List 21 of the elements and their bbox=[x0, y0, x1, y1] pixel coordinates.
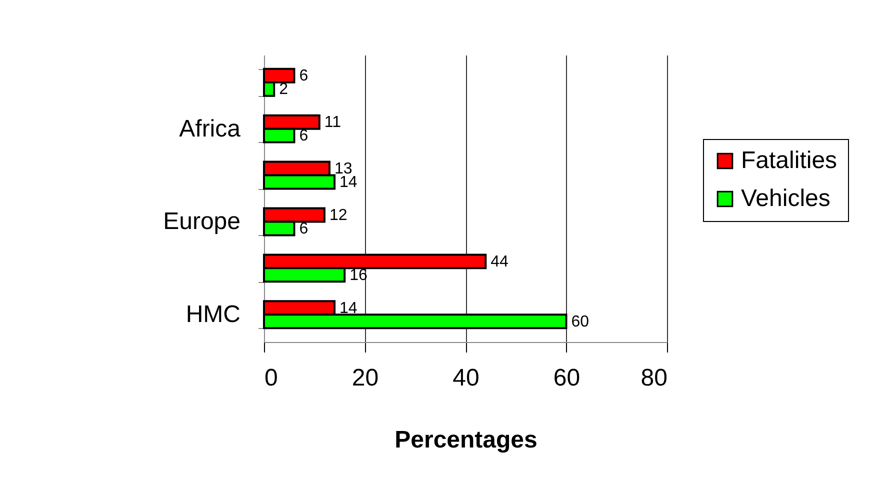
data-label: 60 bbox=[571, 313, 590, 330]
x-tick-label: 80 bbox=[640, 364, 668, 392]
data-label: 6 bbox=[299, 68, 308, 85]
data-label: 12 bbox=[329, 206, 348, 224]
y-tick-label: HMC bbox=[186, 301, 240, 328]
y-tick-label: Africa bbox=[179, 115, 242, 142]
data-label: 44 bbox=[490, 253, 509, 270]
data-label: 14 bbox=[340, 174, 358, 192]
legend-label: Vehicles bbox=[741, 185, 830, 212]
data-label: 14 bbox=[340, 300, 358, 317]
x-tick-label: 60 bbox=[553, 364, 580, 392]
data-label: 6 bbox=[299, 128, 308, 145]
data-label: 6 bbox=[299, 220, 308, 238]
x-tick-label: 0 bbox=[264, 364, 278, 392]
x-tick-label: 20 bbox=[352, 364, 379, 392]
legend-label: Fatalities bbox=[741, 147, 838, 174]
data-label: 11 bbox=[324, 114, 342, 132]
x-axis-title: Percentages bbox=[394, 426, 538, 454]
data-label: 2 bbox=[279, 81, 288, 98]
y-tick-label: Europe bbox=[163, 208, 240, 236]
x-tick-label: 40 bbox=[452, 364, 480, 392]
